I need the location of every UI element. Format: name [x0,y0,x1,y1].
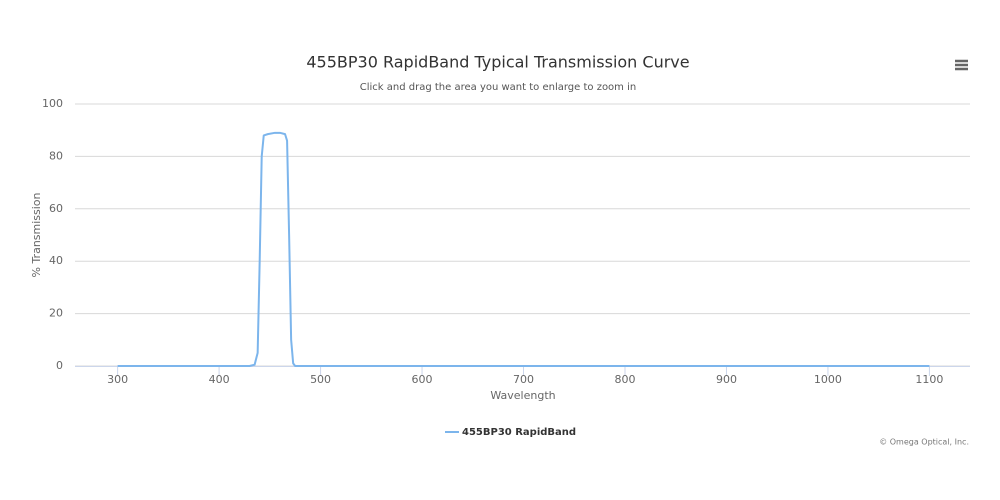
x-tick-label: 600 [412,373,433,386]
y-tick-label: 20 [49,307,63,320]
y-tick-label: 0 [56,359,63,372]
x-tick-label: 400 [209,373,230,386]
x-tick-label: 700 [513,373,534,386]
y-tick-label: 100 [42,97,63,110]
y-axis-title: % Transmission [30,192,43,277]
y-tick-label: 40 [49,254,63,267]
credits: © Omega Optical, Inc. [879,438,969,447]
x-tick-label: 500 [310,373,331,386]
chart-subtitle: Click and drag the area you want to enla… [360,82,636,93]
legend-label: 455BP30 RapidBand [462,427,576,438]
x-tick-label: 1100 [915,373,943,386]
x-tick-label: 900 [716,373,737,386]
series-line [117,131,930,367]
chart-title: 455BP30 RapidBand Typical Transmission C… [306,53,689,72]
menu-icon[interactable] [955,59,968,71]
menu-button[interactable] [950,55,972,75]
x-tick-label: 800 [614,373,635,386]
y-tick-label: 80 [49,149,63,162]
y-tick-label: 60 [49,202,63,215]
x-tick-label: 1000 [814,373,842,386]
x-tick-label: 300 [107,373,128,386]
x-axis-title: Wavelength [490,389,555,402]
